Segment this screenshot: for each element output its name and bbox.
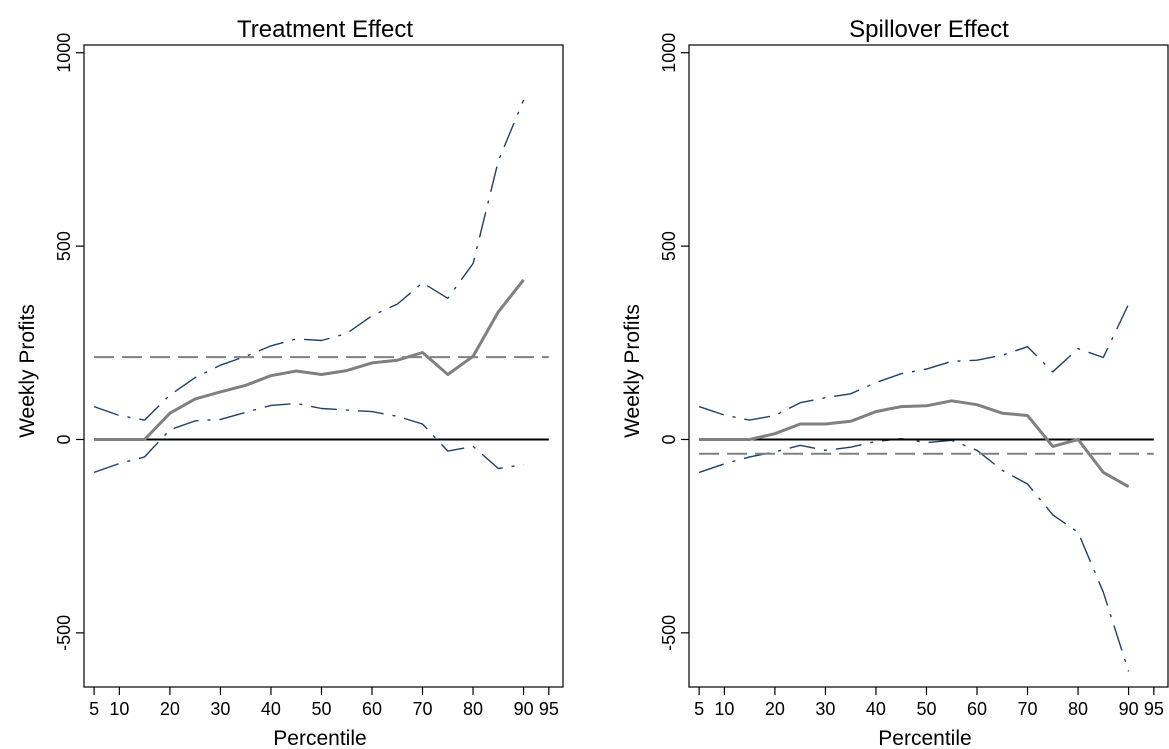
x-tick-label: 60 (967, 699, 987, 719)
x-tick-label: 95 (539, 699, 559, 719)
y-axis-label: Weekly Profits (621, 304, 644, 438)
y-tick-label: 1000 (659, 33, 679, 73)
y-tick-label: 0 (54, 434, 74, 444)
series-estimate-line (699, 399, 1130, 489)
x-tick-label: 5 (694, 699, 704, 719)
x-tick-label: 90 (514, 699, 534, 719)
series-upper-line (698, 303, 1130, 421)
plot-frame (83, 44, 564, 688)
x-tick-label: 95 (1144, 699, 1164, 719)
x-tick-label: 30 (815, 699, 835, 719)
x-tick-label: 30 (210, 699, 230, 719)
x-tick-label: 5 (89, 699, 99, 719)
panel-1: Treatment Effect Percentile Weekly Profits… (16, 16, 564, 749)
x-axis-label: Percentile (878, 727, 971, 749)
x-tick-label: 40 (261, 699, 281, 719)
x-tick-label: 50 (311, 699, 331, 719)
panel-2: Spillover Effect Percentile Weekly Profits… (621, 16, 1169, 749)
x-tick-label: 20 (160, 699, 180, 719)
chart-title: Treatment Effect (237, 16, 413, 43)
x-tick-label: 70 (1018, 699, 1038, 719)
y-tick-label: 1000 (54, 33, 74, 73)
y-tick-label: -500 (54, 615, 74, 651)
x-tick-label: 80 (463, 699, 483, 719)
x-tick-label: 10 (714, 699, 734, 719)
y-tick-label: 0 (659, 434, 679, 444)
x-tick-label: 60 (362, 699, 382, 719)
plot-frame (688, 44, 1169, 688)
y-tick-label: 500 (659, 231, 679, 261)
x-axis-label: Percentile (273, 727, 366, 749)
y-tick-label: 500 (54, 231, 74, 261)
x-tick-label: 70 (413, 699, 433, 719)
x-tick-label: 80 (1068, 699, 1088, 719)
y-axis-label: Weekly Profits (16, 304, 39, 438)
x-tick-label: 90 (1119, 699, 1139, 719)
series-estimate-line (94, 278, 525, 441)
x-tick-label: 10 (109, 699, 129, 719)
x-tick-label: 40 (866, 699, 886, 719)
y-tick-label: -500 (659, 615, 679, 651)
series-upper-line (93, 99, 525, 421)
series-lower-line (698, 438, 1130, 672)
x-tick-label: 50 (916, 699, 936, 719)
x-tick-label: 20 (765, 699, 785, 719)
chart-title: Spillover Effect (849, 16, 1009, 43)
series-lower-line (93, 402, 524, 474)
